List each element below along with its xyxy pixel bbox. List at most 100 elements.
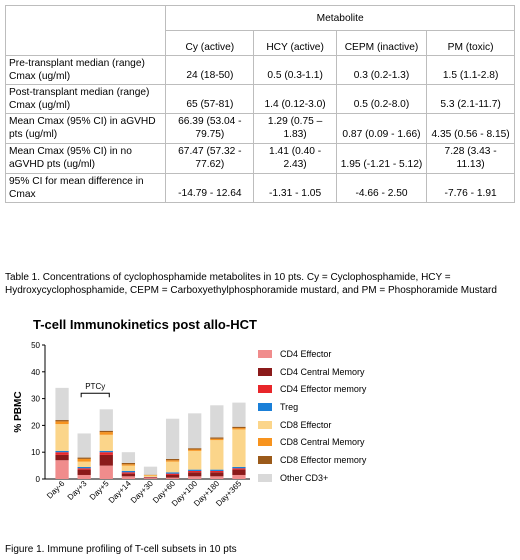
bar-segment	[121, 476, 136, 479]
table-cell: 0.3 (0.2-1.3)	[335, 55, 428, 85]
y-tick-label: 30	[31, 395, 40, 404]
bar-segment	[99, 432, 113, 435]
bar-segment	[121, 462, 136, 465]
legend-label: CD4 Central Memory	[280, 366, 365, 377]
bar-segment	[188, 476, 202, 479]
bar-segment	[99, 452, 113, 455]
legend-swatch	[258, 402, 272, 411]
bar-segment	[210, 472, 224, 477]
column-header: HCY (active)	[253, 30, 337, 56]
bar-segment	[210, 469, 224, 471]
bar-segment	[232, 426, 246, 429]
figure-caption: Figure 1. Immune profiling of T-cell sub…	[5, 544, 237, 555]
bar-segment	[232, 469, 246, 475]
table-corner-cell	[4, 5, 167, 56]
bar-segment	[143, 466, 158, 475]
bar-segment	[210, 440, 224, 470]
y-tick-label: 0	[36, 475, 41, 484]
bar-segment	[55, 420, 69, 422]
x-tick-label: Day-6	[45, 479, 67, 501]
bar-segment	[99, 434, 113, 451]
table-caption: Table 1. Concentrations of cyclophospham…	[5, 272, 497, 296]
bar-segment	[55, 424, 69, 451]
table-cell: 67.47 (57.32 - 77.62)	[165, 143, 255, 174]
legend-item: CD4 Effector	[258, 345, 366, 363]
bar-segment	[77, 466, 91, 469]
bar-segment	[77, 469, 91, 475]
bar-segment	[121, 452, 136, 463]
row-label: Post-transplant median (range) Cmax (ug/…	[4, 84, 167, 114]
bar-segment	[143, 477, 158, 478]
bar-segment	[188, 472, 202, 477]
legend-label: CD8 Effector	[280, 419, 332, 430]
legend-item: Treg	[258, 398, 366, 416]
bar-segment	[165, 474, 180, 478]
table-cell: 1.4 (0.12-3.0)	[253, 84, 337, 114]
table-row: Post-transplant median (range) Cmax (ug/…	[4, 84, 515, 114]
legend-label: Other CD3+	[280, 472, 329, 483]
table-cell: -4.66 - 2.50	[335, 173, 428, 203]
table-cell: 65 (57-81)	[165, 84, 255, 114]
bar-segment	[99, 454, 113, 466]
bar-segment	[55, 450, 69, 453]
table-row: Mean Cmax (95% CI) in no aGVHD pts (ug/m…	[4, 143, 515, 174]
x-tick-label: Day+3	[66, 479, 89, 502]
bar-segment	[143, 478, 158, 479]
y-tick-label: 50	[31, 341, 40, 350]
bar-segment	[99, 450, 113, 453]
bar-segment	[55, 387, 69, 421]
bar-segment	[165, 461, 180, 473]
legend-label: Treg	[280, 401, 299, 412]
row-label: Mean Cmax (95% CI) in aGVHD pts (ug/ml)	[4, 113, 167, 144]
legend-item: Other CD3+	[258, 469, 366, 487]
bar-segment	[77, 461, 91, 467]
table-cell: 7.28 (3.43 - 11.13)	[426, 143, 515, 174]
table-cell: 1.41 (0.40 - 2.43)	[253, 143, 337, 174]
bar-segment	[165, 458, 180, 461]
legend-swatch	[258, 473, 272, 482]
chart-legend: CD4 Effector CD4 Central Memory CD4 Effect…	[258, 345, 366, 487]
table-cell: 0.5 (0.3-1.1)	[253, 55, 337, 85]
row-label: Mean Cmax (95% CI) in no aGVHD pts (ug/m…	[4, 143, 167, 174]
y-tick-label: 40	[31, 368, 40, 377]
legend-label: CD4 Effector memory	[280, 384, 367, 395]
metabolite-table: Metabolite Cy (active) HCY (active) CEPM…	[4, 5, 515, 203]
bar-segment	[143, 474, 158, 476]
bar-segment	[165, 473, 180, 475]
chart-title: T-cell Immunokinetics post allo-HCT	[33, 317, 257, 332]
legend-swatch	[258, 367, 272, 376]
bar-segment	[165, 418, 180, 459]
table-cell: 24 (18-50)	[165, 55, 255, 85]
bar-segment	[188, 470, 202, 473]
bar-segment	[232, 468, 246, 470]
bar-segment	[99, 430, 113, 433]
bar-segment	[77, 458, 91, 462]
legend-swatch	[258, 385, 272, 394]
bar-segment	[121, 470, 136, 473]
legend-swatch	[258, 420, 272, 429]
bar-segment	[210, 476, 224, 479]
column-header: CEPM (inactive)	[335, 30, 428, 56]
row-label: 95% CI for mean difference in Cmax	[4, 173, 167, 203]
y-tick-label: 10	[31, 448, 40, 457]
table-cell: 0.5 (0.2-8.0)	[335, 84, 428, 114]
legend-swatch	[258, 438, 272, 447]
table-row: 95% CI for mean difference in Cmax -14.7…	[4, 173, 515, 203]
table-cell: -7.76 - 1.91	[426, 173, 515, 203]
bar-segment	[210, 438, 224, 441]
bar-segment	[232, 402, 246, 427]
bar-segment	[121, 465, 136, 471]
bar-segment	[165, 460, 180, 462]
table-cell: 1.95 (-1.21 - 5.12)	[335, 143, 428, 174]
x-tick-label: Day+14	[107, 479, 133, 505]
legend-item: CD8 Effector	[258, 416, 366, 434]
legend-item: CD4 Central Memory	[258, 363, 366, 381]
annotation-bracket	[80, 392, 110, 398]
row-label: Pre-transplant median (range) Cmax (ug/m…	[4, 55, 167, 85]
table-cell: 4.35 (0.56 - 8.15)	[426, 113, 515, 144]
bar-segment	[188, 448, 202, 450]
legend-item: CD8 Central Memory	[258, 433, 366, 451]
bar-segment	[55, 452, 69, 455]
bar-segment	[55, 421, 69, 425]
